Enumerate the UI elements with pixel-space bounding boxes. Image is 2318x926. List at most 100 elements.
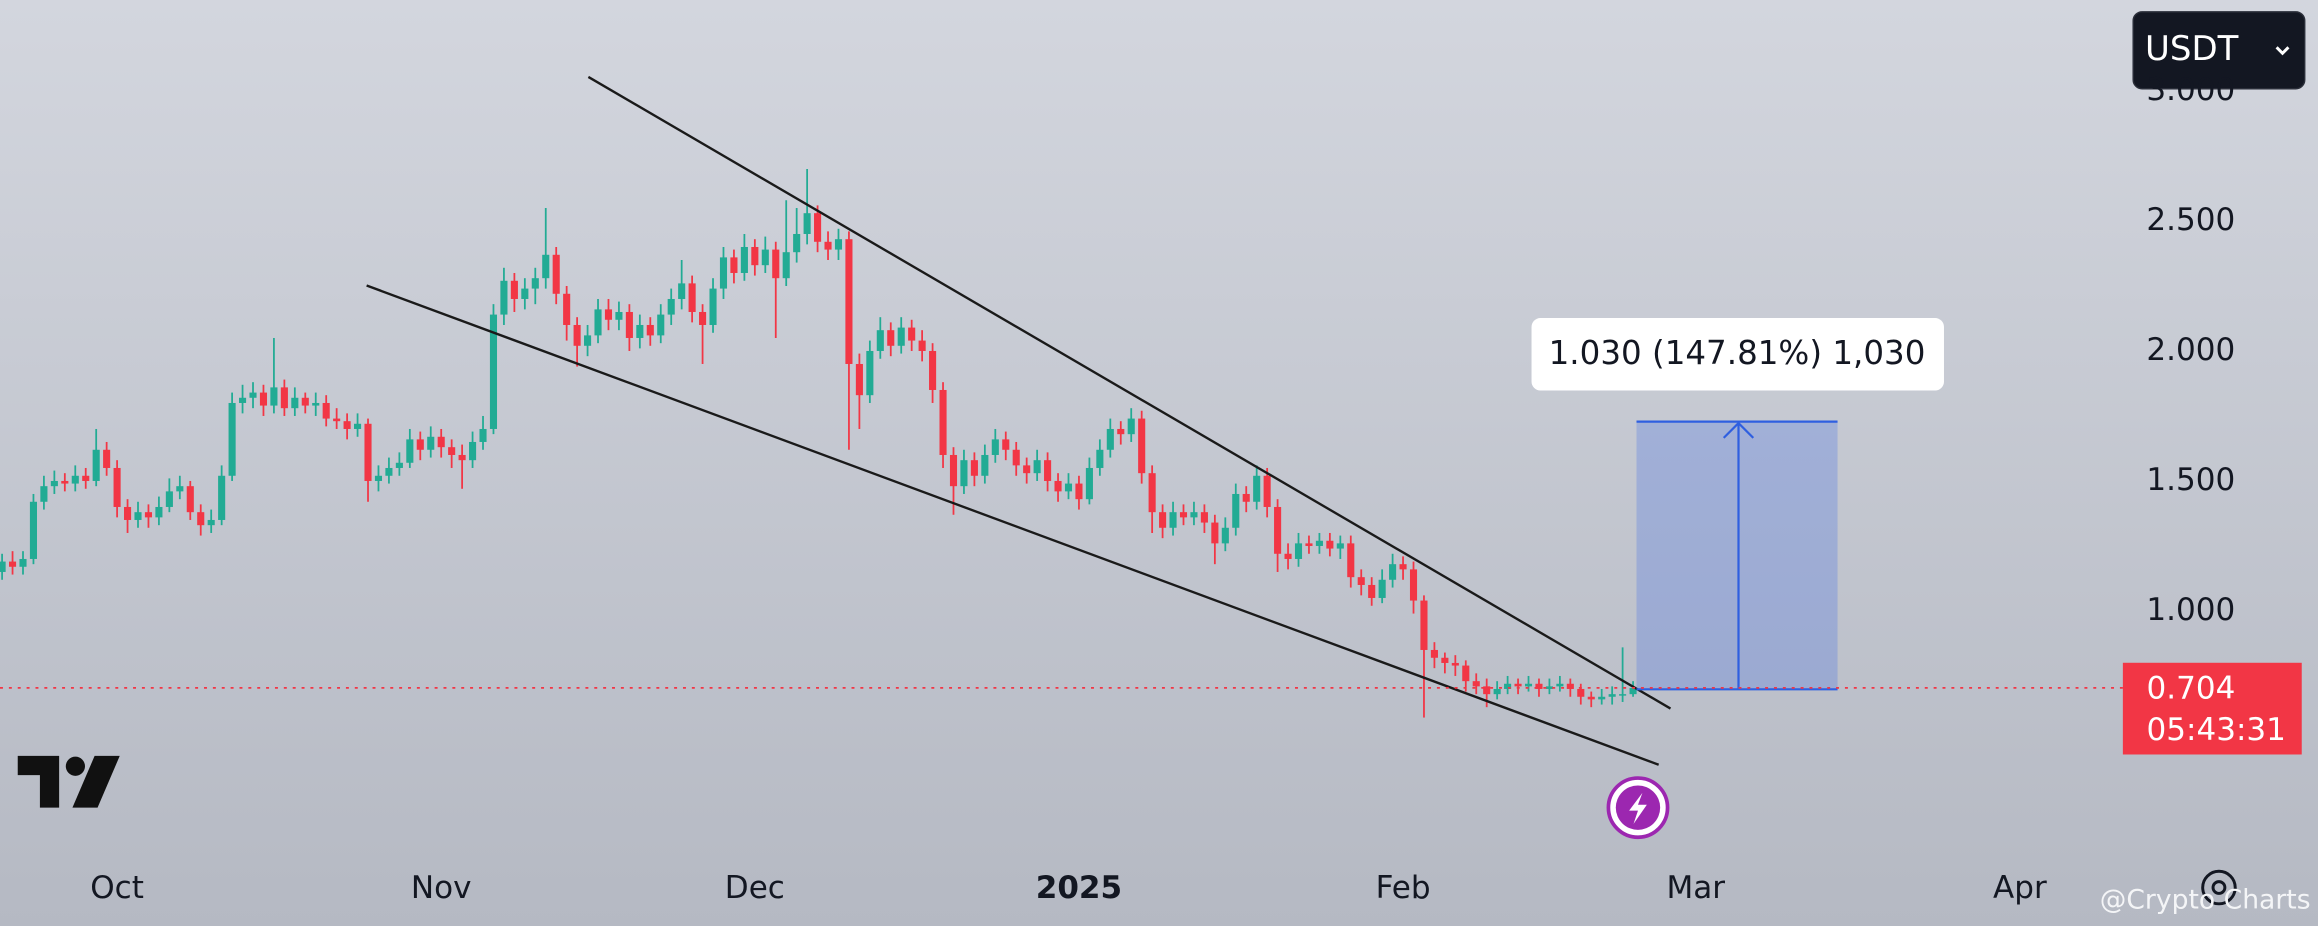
candle-body [1179, 512, 1188, 518]
measure-label-box [1531, 318, 1944, 391]
candle-body [510, 280, 518, 299]
candle-body [385, 467, 393, 476]
candle-body [1274, 506, 1282, 554]
measure-box [1636, 421, 1838, 690]
candle-body [1096, 449, 1104, 468]
candle-body [981, 454, 989, 476]
candle-body [1054, 480, 1062, 492]
lightning [1629, 792, 1647, 824]
candle-body [782, 252, 790, 279]
candle-body [1420, 600, 1428, 650]
candle-body [1085, 467, 1093, 500]
candle-body [416, 439, 424, 450]
candle-body [866, 350, 874, 396]
candle-body [1441, 657, 1449, 663]
candle-body [1002, 439, 1010, 450]
measure-label: 1.030 (147.81%) 1,030 [1549, 334, 1926, 372]
candle-body [103, 449, 111, 468]
candle-body [646, 324, 654, 336]
candle-body [1462, 665, 1470, 682]
candle-body [1117, 428, 1125, 435]
candle-body [1357, 577, 1365, 585]
y-tick-label: 1.500 [2146, 462, 2235, 498]
candle-body [876, 330, 884, 351]
y-tick-label: 3.000 [2146, 72, 2235, 108]
candle-body [730, 257, 738, 273]
candle-body [688, 283, 696, 312]
candle-body [887, 330, 895, 346]
candle-body [92, 449, 100, 481]
candle-body [824, 241, 832, 250]
countdown-label: 05:43:31 [2147, 712, 2286, 748]
candle-body [124, 506, 132, 520]
candle-body [280, 387, 288, 409]
candle-body [1430, 649, 1438, 658]
x-tick-label: 2025 [1036, 870, 1122, 906]
candle-body [1577, 688, 1585, 697]
candle-body [751, 246, 759, 266]
candle-body [699, 311, 707, 325]
candle-body [563, 293, 571, 325]
candle-body [719, 257, 728, 289]
candle-body [249, 392, 257, 398]
candle-body [427, 436, 435, 450]
y-tick-label: 2.000 [2146, 332, 2235, 368]
trend-line-lower [366, 284, 1660, 766]
candle-body [1409, 569, 1418, 601]
currency-label: USDT [2145, 29, 2239, 69]
candle-body [1044, 460, 1052, 481]
candle-body [343, 421, 351, 429]
candle-body [1389, 564, 1397, 580]
candle-body [270, 387, 278, 406]
candle-body [50, 480, 58, 487]
candle-body [448, 447, 456, 455]
x-tick-label: Nov [411, 870, 472, 906]
candle-body [1106, 428, 1114, 450]
candle-body [521, 288, 529, 299]
candle-body [333, 418, 341, 422]
candle-body [1159, 512, 1167, 528]
watermark: @Crypto Charts [2100, 884, 2311, 915]
candle-body [1138, 418, 1146, 474]
candle-body [908, 327, 916, 341]
candle-body [1075, 483, 1083, 500]
currency-button[interactable] [2132, 11, 2306, 90]
candle-body [1294, 543, 1303, 559]
candle-body [82, 475, 90, 481]
settings-icon[interactable] [2201, 869, 2237, 906]
candle-body [19, 558, 27, 567]
candle-body [1566, 683, 1574, 689]
candle-body [615, 311, 623, 320]
candle-body [1535, 683, 1543, 689]
candle-body [667, 298, 675, 315]
candle-body [1169, 512, 1177, 528]
candle-body [458, 454, 466, 461]
candle-body [134, 512, 142, 520]
candle-body [469, 441, 477, 461]
x-tick-label: Oct [90, 870, 144, 906]
candle-body [239, 397, 247, 403]
candle-body [186, 486, 194, 513]
candle-body [636, 324, 644, 338]
candle-body [144, 512, 153, 518]
candle-body [604, 309, 613, 320]
measure-arrowhead [1722, 421, 1755, 439]
candle-body [155, 506, 163, 518]
candle-body [1148, 473, 1156, 513]
candle-body [584, 335, 592, 346]
candle-body [1221, 527, 1229, 544]
candle-body [855, 363, 863, 396]
price-label-box [2122, 662, 2302, 755]
candle-body [364, 423, 372, 481]
candle-body [312, 402, 320, 406]
candle-body [949, 454, 958, 487]
candle-body [918, 340, 926, 351]
candle-body [301, 397, 309, 406]
candle-body [207, 519, 215, 526]
candle-body [991, 439, 999, 455]
candle-body [1472, 681, 1480, 687]
settings-icon-center [2211, 880, 2227, 895]
candle-body [740, 246, 748, 273]
candle-body [197, 512, 205, 526]
